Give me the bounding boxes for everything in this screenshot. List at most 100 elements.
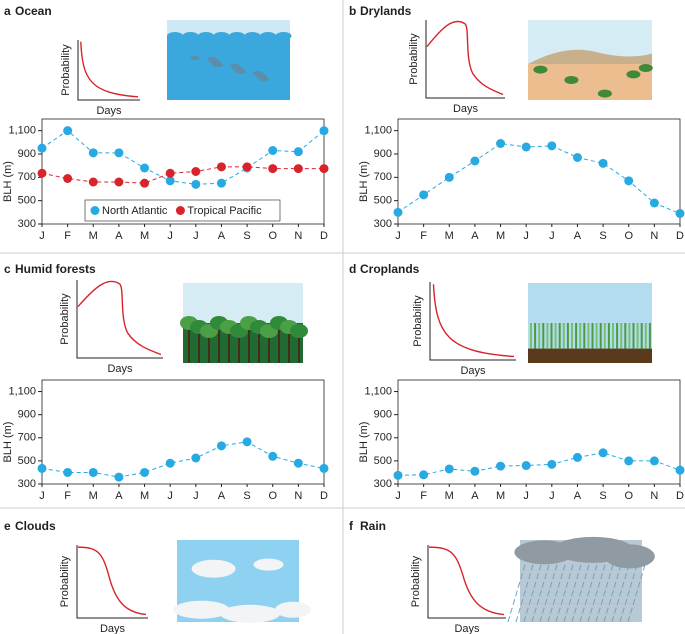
data-point — [242, 437, 252, 447]
data-point — [649, 198, 659, 208]
data-point — [63, 126, 73, 136]
y-tick-label: 900 — [374, 148, 392, 160]
scene-part — [253, 71, 263, 75]
data-point — [191, 167, 201, 176]
data-point — [114, 472, 124, 482]
scene-part — [220, 604, 281, 623]
data-point — [319, 463, 329, 473]
inset-y-label: Probability — [59, 555, 71, 607]
data-point — [293, 164, 303, 174]
data-point — [140, 178, 150, 188]
x-tick-label: S — [599, 490, 606, 502]
inset-x-label: Days — [107, 363, 133, 375]
scene-part — [207, 57, 217, 61]
x-tick-label: N — [650, 490, 658, 502]
y-tick-label: 700 — [374, 171, 392, 183]
data-point — [547, 141, 557, 151]
data-point — [268, 146, 278, 155]
illustration — [528, 283, 652, 363]
data-point — [216, 162, 226, 172]
inset-axes — [427, 545, 506, 619]
x-tick-label: O — [624, 230, 633, 242]
y-axis-label: BLH (m) — [2, 161, 14, 202]
y-tick-label: 500 — [374, 195, 392, 207]
y-tick-label: 1,100 — [364, 385, 392, 397]
panel-title: Humid forests — [15, 262, 96, 276]
scene-part — [619, 564, 638, 623]
x-tick-label: M — [445, 490, 454, 502]
scene-part — [515, 564, 534, 623]
x-tick-label: O — [624, 490, 633, 502]
x-tick-label: A — [115, 490, 123, 502]
data-point — [268, 164, 278, 174]
data-point — [140, 467, 150, 477]
y-tick-label: 700 — [18, 171, 36, 183]
data-point — [649, 456, 659, 466]
data-point — [624, 176, 634, 186]
data-point — [444, 172, 454, 182]
data-point — [319, 126, 329, 136]
x-tick-label: J — [167, 490, 173, 502]
x-tick-label: M — [140, 230, 149, 242]
y-tick-label: 500 — [374, 455, 392, 467]
panel-label: b — [349, 4, 356, 18]
data-point — [191, 453, 201, 463]
inset-y-label: Probability — [410, 555, 422, 607]
illustration — [167, 20, 292, 100]
data-point — [63, 174, 73, 183]
data-point — [165, 176, 175, 186]
y-tick-label: 300 — [374, 218, 392, 230]
x-tick-label: A — [218, 230, 226, 242]
data-point — [165, 168, 175, 178]
y-axis-label: BLH (m) — [358, 422, 370, 463]
x-tick-label: J — [193, 490, 199, 502]
plot-frame — [397, 379, 681, 485]
data-point — [63, 467, 73, 477]
data-point — [496, 139, 506, 148]
scene-part — [564, 76, 579, 84]
inset-x-label: Days — [460, 365, 486, 377]
x-tick-label: M — [140, 490, 149, 502]
x-tick-label: F — [420, 490, 427, 502]
x-tick-label: A — [574, 230, 582, 242]
scene-part — [528, 348, 652, 363]
scene-part — [563, 564, 582, 623]
x-tick-label: J — [395, 230, 401, 242]
y-tick-label: 900 — [18, 409, 36, 421]
data-point — [88, 467, 98, 477]
x-tick-label: J — [549, 230, 555, 242]
y-tick-label: 300 — [18, 218, 36, 230]
scene-part — [595, 564, 614, 623]
data-point — [675, 465, 685, 475]
y-axis-label: BLH (m) — [2, 422, 14, 463]
panel-label: d — [349, 262, 356, 276]
data-point — [140, 163, 150, 173]
scene-part — [182, 32, 199, 40]
inset-curve — [426, 20, 504, 96]
x-tick-label: D — [676, 490, 684, 502]
x-tick-label: J — [39, 490, 45, 502]
series-line — [41, 166, 324, 184]
inset-curve — [432, 284, 515, 358]
y-tick-label: 700 — [374, 432, 392, 444]
scene-part — [579, 564, 598, 623]
data-point — [88, 148, 98, 158]
panel-label: c — [4, 262, 11, 276]
inset-curve — [77, 546, 147, 616]
scene-part — [173, 600, 230, 619]
data-point — [37, 168, 47, 178]
scene-part — [167, 32, 183, 40]
y-tick-label: 1,100 — [364, 125, 392, 137]
x-tick-label: O — [268, 230, 277, 242]
data-point — [242, 162, 252, 172]
scene-part — [528, 64, 652, 100]
x-tick-label: S — [243, 230, 250, 242]
panel-label: a — [4, 4, 11, 18]
inset-axes — [429, 282, 516, 361]
x-tick-label: F — [64, 230, 71, 242]
x-tick-label: J — [395, 490, 401, 502]
x-tick-label: M — [89, 230, 98, 242]
scene-part — [253, 558, 284, 571]
x-tick-label: J — [523, 230, 529, 242]
inset-y-label: Probability — [59, 293, 71, 345]
